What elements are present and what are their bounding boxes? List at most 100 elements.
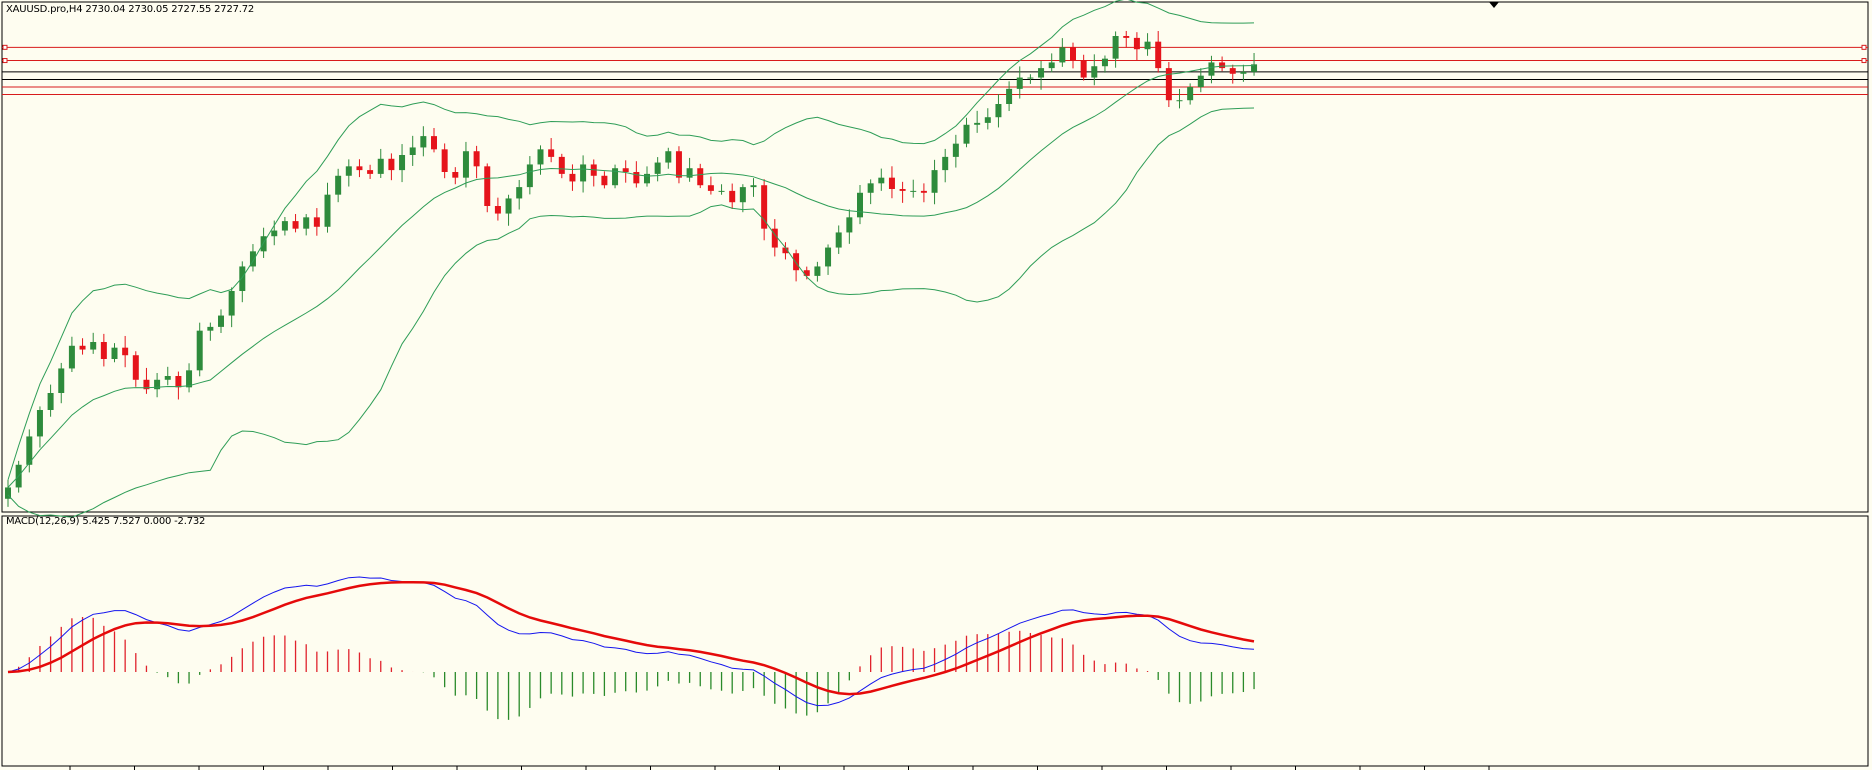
bear-candle <box>143 379 150 390</box>
bull-candle <box>537 149 544 165</box>
bear-candle <box>899 189 906 191</box>
bull-candle <box>1251 64 1258 72</box>
bear-candle <box>782 247 789 254</box>
bull-candle <box>409 147 416 155</box>
bull-candle <box>963 124 970 144</box>
bear-candle <box>1155 41 1162 69</box>
bear-candle <box>1219 62 1226 69</box>
bull-candle <box>857 192 863 218</box>
bull-candle <box>90 342 97 350</box>
bull-candle <box>1240 71 1247 74</box>
bull-candle <box>1048 62 1055 69</box>
macd-signal-line <box>7 581 1255 696</box>
chart-shift-marker-icon[interactable] <box>1489 2 1499 8</box>
bull-candle <box>420 136 427 148</box>
bear-candle <box>452 172 459 178</box>
bear-candle <box>356 166 363 171</box>
bull-candle <box>228 291 235 316</box>
level-anchor-right <box>1861 44 1867 50</box>
bear-candle <box>771 228 778 248</box>
bull-candle <box>26 436 33 465</box>
bear-candle <box>1133 37 1140 50</box>
bull-candle <box>654 162 661 174</box>
bear-candle <box>1165 68 1172 101</box>
bear-candle <box>431 136 437 150</box>
bear-candle <box>494 206 501 214</box>
bull-candle <box>1144 41 1151 50</box>
bull-candle <box>1059 47 1066 63</box>
bull-candle <box>1006 88 1013 104</box>
bull-candle <box>111 347 118 359</box>
bear-candle <box>484 166 491 206</box>
bull-candle <box>952 143 959 157</box>
bull-candle <box>974 122 981 125</box>
bear-candle <box>292 221 299 229</box>
bear-candle <box>367 170 374 174</box>
bull-candle <box>1091 66 1098 78</box>
bull-candle <box>686 168 693 178</box>
bull-candle <box>1038 68 1045 78</box>
symbol-ohlc-label: XAUUSD.pro,H4 2730.04 2730.05 2727.55 27… <box>6 4 255 15</box>
macd-indicator-label: MACD(12,26,9) 5.425 7.527 0.000 -2.732 <box>6 516 206 527</box>
bear-candle <box>122 347 129 356</box>
bull-candle <box>324 194 331 227</box>
bull-candle <box>239 266 246 291</box>
bull-candle <box>1208 62 1215 76</box>
bull-candle <box>303 217 310 229</box>
bear-candle <box>100 342 107 359</box>
bear-candle <box>1123 36 1130 38</box>
bull-candle <box>739 187 746 203</box>
bull-candle <box>750 185 757 188</box>
bear-candle <box>729 190 736 203</box>
bear-candle <box>707 185 714 191</box>
bear-candle <box>697 168 704 186</box>
bull-candle <box>580 164 587 182</box>
bear-candle <box>888 177 895 189</box>
bear-candle <box>441 149 448 172</box>
bull-candle <box>931 170 938 193</box>
bull-candle <box>1027 77 1034 79</box>
bull-candle <box>186 370 193 388</box>
level-anchor-left <box>2 44 8 50</box>
bull-candle <box>196 330 203 371</box>
bear-candle <box>1229 68 1236 74</box>
bull-candle <box>399 155 406 171</box>
bull-candle <box>345 166 352 176</box>
bear-candle <box>313 217 320 227</box>
bull-candle <box>154 379 161 390</box>
bear-candle <box>473 151 480 167</box>
bull-candle <box>207 326 214 331</box>
bollinger-lower-band <box>7 107 1255 518</box>
bear-candle <box>1070 47 1076 61</box>
bear-candle <box>79 345 86 350</box>
bull-candle <box>5 487 11 499</box>
macd-pane-border <box>1 515 1869 767</box>
bull-candle <box>718 190 725 192</box>
bear-candle <box>1080 60 1087 78</box>
macd-main-line <box>7 576 1255 707</box>
bull-candle <box>218 315 224 327</box>
bull-candle <box>47 393 54 410</box>
bull-candle <box>271 230 278 237</box>
bear-candle <box>558 156 565 174</box>
bull-candle <box>910 190 917 192</box>
bear-candle <box>388 158 395 171</box>
bull-candle <box>612 168 619 186</box>
bull-candle <box>1176 100 1183 102</box>
bull-candle <box>814 266 821 276</box>
bull-candle <box>1187 87 1194 101</box>
price-pane-border <box>1 1 1869 513</box>
bear-candle <box>622 168 629 172</box>
level-anchor-left <box>2 58 8 64</box>
bear-candle <box>569 173 576 182</box>
bull-candle <box>878 177 885 184</box>
bull-candle <box>526 164 533 188</box>
bull-candle <box>68 345 75 369</box>
bull-candle <box>942 156 949 171</box>
bull-candle <box>505 198 512 214</box>
bull-candle <box>644 173 650 184</box>
bollinger-upper-band <box>7 0 1255 481</box>
bear-candle <box>920 190 927 193</box>
